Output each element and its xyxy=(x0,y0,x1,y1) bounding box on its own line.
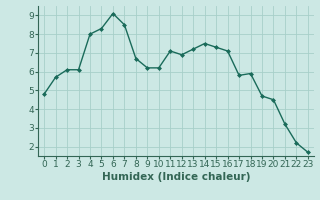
X-axis label: Humidex (Indice chaleur): Humidex (Indice chaleur) xyxy=(102,172,250,182)
